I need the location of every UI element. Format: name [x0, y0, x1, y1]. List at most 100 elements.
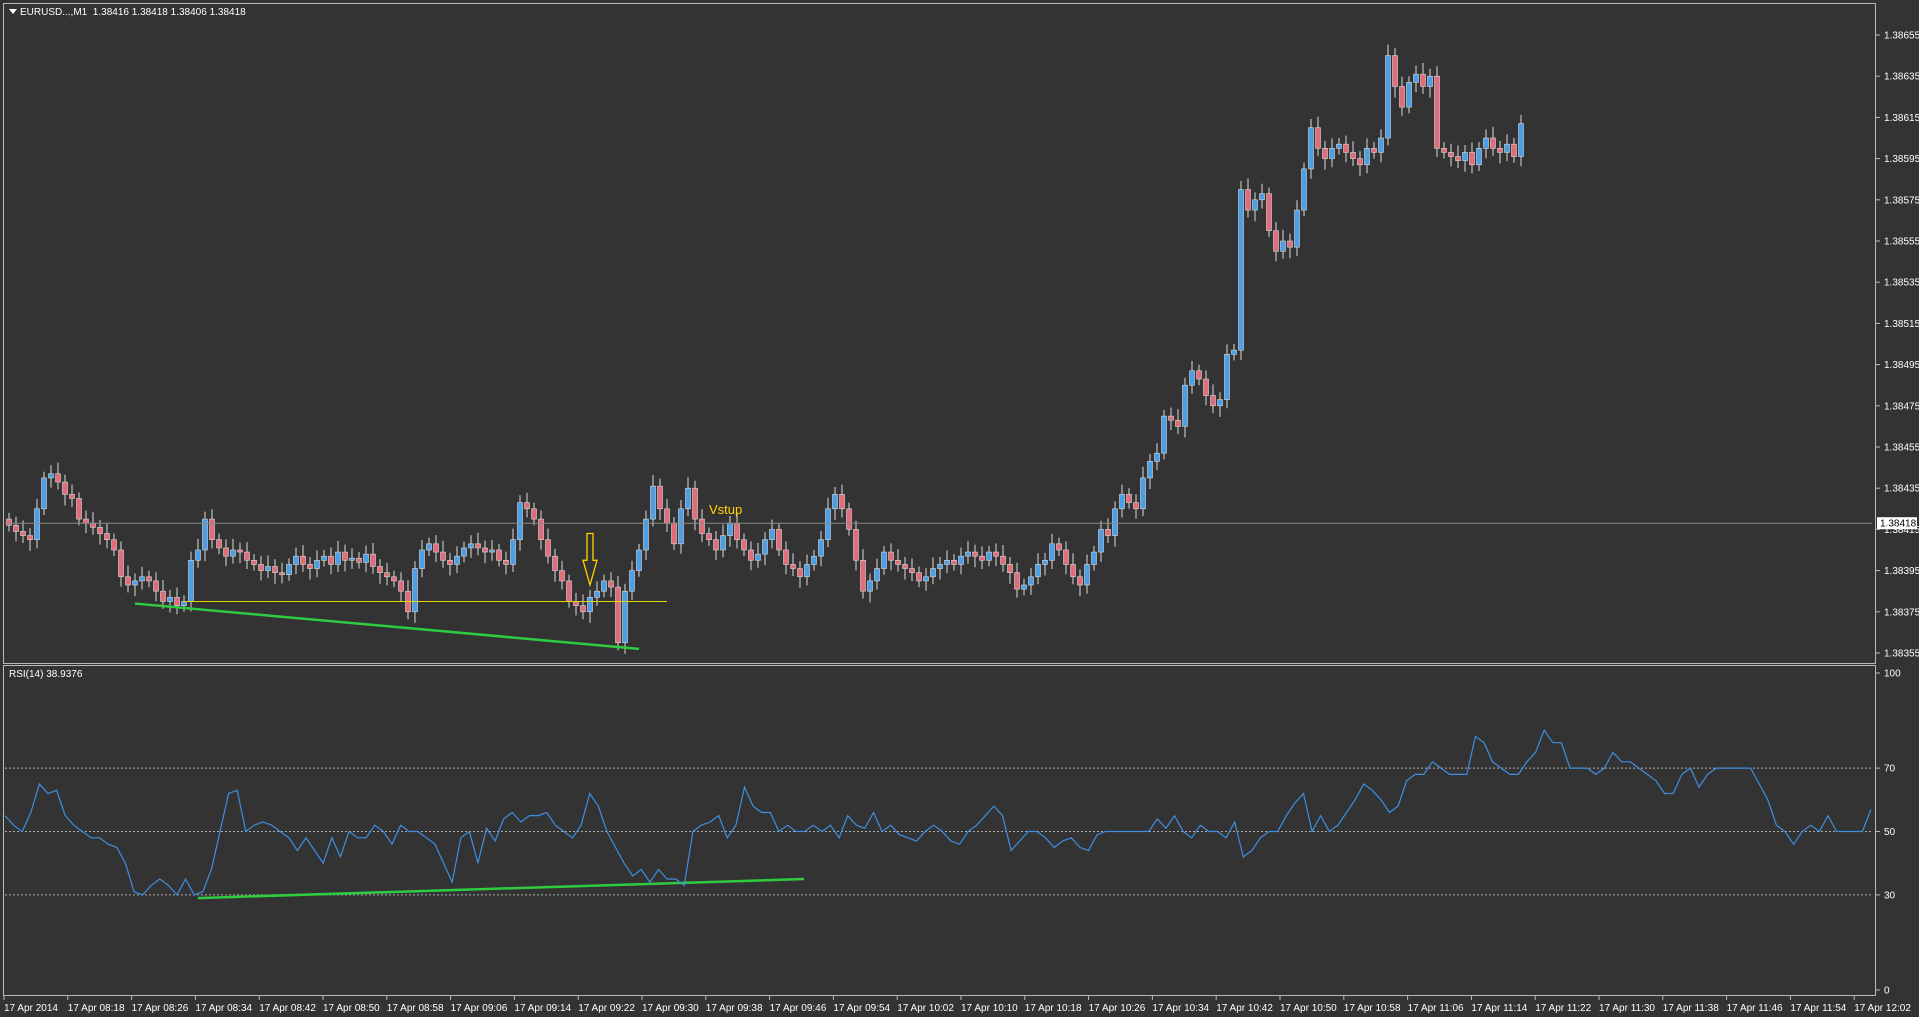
- candle: [146, 570, 152, 588]
- candle: [1105, 518, 1111, 543]
- candle: [1280, 229, 1286, 259]
- candle: [902, 557, 908, 580]
- rsi-tick-label: 50: [1884, 827, 1896, 838]
- candle: [1455, 145, 1461, 169]
- candle: [104, 523, 110, 549]
- candle: [1098, 520, 1104, 562]
- candle: [1189, 360, 1195, 394]
- candle: [930, 557, 936, 585]
- candle: [1112, 501, 1118, 547]
- candle: [1385, 44, 1391, 146]
- price-tick-label: 1.38515: [1884, 319, 1919, 330]
- candle: [1147, 454, 1153, 490]
- price-tick-label: 1.38615: [1884, 113, 1919, 124]
- candle: [468, 535, 474, 558]
- vstup-annotation: Vstup: [709, 502, 743, 517]
- candle: [237, 542, 243, 564]
- candle: [944, 550, 950, 574]
- candle: [783, 541, 789, 575]
- candle: [321, 550, 327, 567]
- price-tick-label: 1.38495: [1884, 360, 1919, 371]
- candle: [524, 492, 530, 518]
- candle: [69, 484, 75, 508]
- candle: [1035, 553, 1041, 585]
- candle: [650, 475, 656, 527]
- time-tick-label: 17 Apr 11:14: [1471, 1003, 1527, 1014]
- candle: [720, 524, 726, 558]
- candle: [839, 484, 845, 518]
- candle: [1273, 222, 1279, 262]
- candle: [909, 558, 915, 582]
- candle: [223, 539, 229, 567]
- candle: [209, 509, 215, 549]
- ohlc-readout: 1.38416 1.38418 1.38406 1.38418: [92, 7, 246, 18]
- candle: [342, 544, 348, 572]
- candle: [265, 555, 271, 579]
- candle: [1518, 114, 1524, 167]
- price-tick-label: 1.38595: [1884, 154, 1919, 165]
- candle: [27, 528, 33, 551]
- price-tick-label: 1.38575: [1884, 195, 1919, 206]
- candle: [272, 559, 278, 584]
- candle: [769, 519, 775, 549]
- candle: [979, 546, 985, 569]
- candle: [538, 510, 544, 550]
- rsi-pane[interactable]: RSI(14) 38.9376: [3, 665, 1876, 996]
- candle: [139, 566, 145, 590]
- candle: [573, 592, 579, 616]
- candle: [1294, 200, 1300, 256]
- candle: [923, 568, 929, 591]
- candle: [1119, 484, 1125, 518]
- candle: [1049, 533, 1055, 569]
- candle: [1357, 151, 1363, 176]
- time-tick-label: 17 Apr 09:46: [770, 1003, 827, 1014]
- symbol-header: EURUSD...,M1 1.38416 1.38418 1.38406 1.3…: [9, 7, 246, 18]
- candle: [986, 545, 992, 567]
- candle: [1336, 138, 1342, 155]
- candle: [349, 548, 355, 569]
- candle: [867, 573, 873, 603]
- candle: [300, 545, 306, 572]
- candle: [629, 560, 635, 600]
- candle: [1301, 162, 1307, 217]
- candle: [678, 500, 684, 554]
- price-pane[interactable]: EURUSD...,M1 1.38416 1.38418 1.38406 1.3…: [3, 3, 1876, 664]
- time-tick-label: 17 Apr 10:10: [961, 1003, 1018, 1014]
- candle: [636, 543, 642, 577]
- candle: [1266, 187, 1272, 237]
- candle: [398, 572, 404, 602]
- time-tick-label: 17 Apr 09:38: [706, 1003, 763, 1014]
- candle: [1154, 443, 1160, 471]
- candle: [419, 540, 425, 578]
- candle: [48, 465, 54, 488]
- time-tick-label: 17 Apr 11:38: [1663, 1003, 1719, 1014]
- candle: [286, 558, 292, 581]
- candle: [83, 510, 89, 534]
- candle: [1133, 493, 1139, 519]
- time-tick-label: 17 Apr 10:50: [1280, 1003, 1337, 1014]
- candle: [657, 478, 663, 520]
- candle: [1077, 569, 1083, 597]
- price-tick-label: 1.38355: [1884, 649, 1919, 660]
- candle: [1441, 142, 1447, 159]
- candle: [559, 560, 565, 590]
- time-tick-label: 17 Apr 10:26: [1089, 1003, 1146, 1014]
- price-tick-label: 1.38375: [1884, 607, 1919, 618]
- candle: [1021, 578, 1027, 596]
- rsi-series: [4, 728, 1872, 896]
- candle: [881, 545, 887, 575]
- candle: [76, 492, 82, 526]
- time-tick-label: 17 Apr 11:30: [1599, 1003, 1655, 1014]
- collapse-triangle-icon[interactable]: [9, 9, 17, 14]
- candle: [1091, 545, 1097, 571]
- candle: [293, 547, 299, 575]
- time-tick-label: 17 Apr 11:22: [1535, 1003, 1591, 1014]
- time-tick-label: 17 Apr 08:18: [68, 1003, 125, 1014]
- candle: [125, 565, 131, 593]
- candle: [1504, 134, 1510, 162]
- candle: [1252, 192, 1258, 222]
- price-tick-label: 1.38395: [1884, 566, 1919, 577]
- candle: [1070, 553, 1076, 585]
- candle: [475, 532, 481, 556]
- candle: [1371, 142, 1377, 159]
